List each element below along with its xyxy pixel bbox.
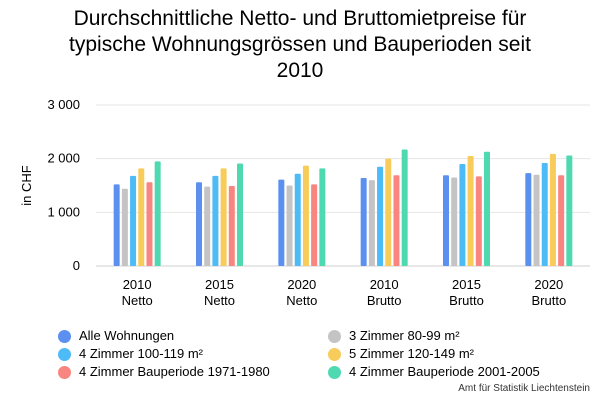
bar	[204, 186, 211, 266]
bar	[368, 180, 375, 266]
bar	[237, 163, 243, 266]
bar	[294, 173, 301, 266]
y-tick-label: 3 000	[47, 97, 80, 112]
bar	[154, 161, 161, 266]
y-tick-label: 1 000	[47, 204, 80, 219]
bar	[385, 158, 392, 266]
bar	[278, 179, 285, 266]
bar	[443, 175, 449, 266]
bar	[121, 188, 128, 266]
x-tick-label: Netto	[204, 293, 235, 308]
x-tick-label: Netto	[122, 293, 153, 308]
chart-title-line-1: Durchschnittliche Netto- und Bruttomietp…	[73, 7, 527, 30]
y-axis-label: in CHF	[19, 165, 34, 206]
bar	[212, 175, 219, 266]
x-tick-label: Brutto	[531, 293, 566, 308]
y-tick-label: 2 000	[47, 151, 80, 166]
bar	[475, 176, 482, 266]
bar	[220, 168, 227, 266]
legend-item: 4 Zimmer 100-119 m²	[58, 346, 328, 362]
x-tick-label: Netto	[286, 293, 317, 308]
bar	[533, 174, 540, 266]
chart-legend: Alle Wohnungen 3 Zimmer 80-99 m² 4 Zimmer …	[58, 328, 578, 380]
legend-label: 5 Zimmer 120-149 m²	[349, 346, 474, 361]
x-tick-label: 2020	[287, 277, 316, 292]
bar	[549, 153, 556, 266]
legend-swatch	[328, 365, 341, 379]
bar	[393, 175, 400, 266]
x-tick-label: Brutto	[367, 293, 402, 308]
x-tick-label: 2010	[123, 277, 152, 292]
bar	[566, 155, 573, 266]
x-tick-label: Brutto	[449, 293, 484, 308]
x-tick-label: 2015	[452, 277, 481, 292]
legend-label: Alle Wohnungen	[79, 328, 175, 343]
legend-item: 4 Zimmer Bauperiode 2001-2005	[328, 364, 578, 380]
legend-swatch	[58, 347, 71, 361]
bar	[130, 175, 137, 266]
chart-title-line-2: typische Wohnungsgrössen und Bauperioden…	[69, 33, 531, 56]
source-credit: Amt für Statistik Liechtenstein	[458, 383, 590, 394]
x-tick-label: 2020	[534, 277, 563, 292]
legend-swatch	[58, 329, 71, 343]
bar	[525, 173, 532, 266]
bar	[311, 184, 318, 266]
legend-item: 5 Zimmer 120-149 m²	[328, 346, 578, 362]
legend-item: 3 Zimmer 80-99 m²	[328, 328, 578, 344]
legend-swatch	[328, 329, 341, 343]
bar	[541, 162, 548, 266]
bar	[451, 177, 458, 266]
x-tick-label: 2015	[205, 277, 234, 292]
bar	[113, 184, 120, 266]
bar	[228, 186, 235, 266]
legend-item: 4 Zimmer Bauperiode 1971-1980	[58, 364, 328, 380]
bar	[467, 155, 474, 266]
bar	[146, 182, 153, 266]
legend-label: 4 Zimmer 100-119 m²	[79, 346, 204, 361]
y-tick-label: 0	[73, 258, 80, 273]
legend-swatch	[328, 347, 341, 361]
legend-label: 3 Zimmer 80-99 m²	[349, 328, 460, 343]
bar	[484, 151, 490, 266]
chart-title-line-3: 2010	[276, 59, 324, 82]
bar	[459, 164, 466, 266]
bar	[286, 185, 293, 266]
bar	[302, 165, 309, 266]
bar	[196, 182, 202, 266]
bar	[401, 149, 408, 266]
bar	[319, 168, 326, 266]
legend-item: Alle Wohnungen	[58, 328, 328, 344]
bar	[377, 166, 384, 266]
bar	[558, 175, 565, 266]
chart-title: Durchschnittliche Netto- und Bruttomietp…	[0, 6, 600, 84]
legend-swatch	[58, 365, 71, 379]
x-tick-label: 2010	[370, 277, 399, 292]
legend-label: 4 Zimmer Bauperiode 1971-1980	[79, 364, 270, 379]
bar	[360, 177, 367, 266]
bar	[138, 168, 145, 266]
legend-label: 4 Zimmer Bauperiode 2001-2005	[349, 364, 540, 379]
